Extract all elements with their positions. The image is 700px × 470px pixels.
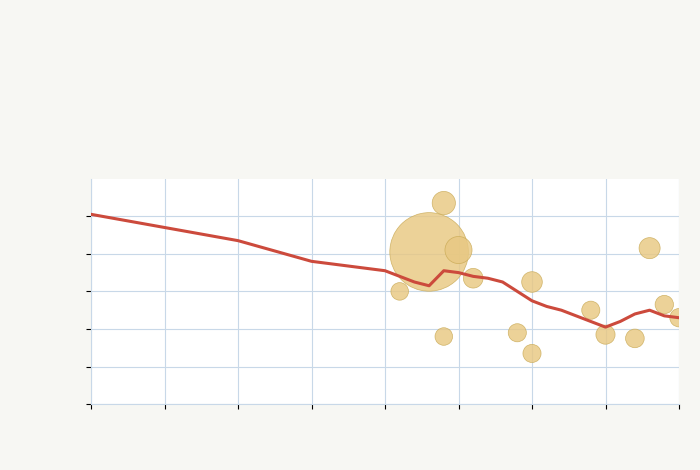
Point [424, 248, 435, 256]
Point [659, 301, 670, 308]
Point [526, 350, 538, 357]
Point [438, 199, 449, 207]
Point [644, 244, 655, 252]
Point [585, 306, 596, 314]
Point [673, 314, 685, 321]
Point [394, 288, 405, 295]
Point [468, 274, 479, 282]
Point [600, 331, 611, 338]
Point [526, 278, 538, 286]
Point [512, 329, 523, 337]
Point [438, 333, 449, 340]
Point [453, 246, 464, 254]
Point [629, 335, 641, 342]
